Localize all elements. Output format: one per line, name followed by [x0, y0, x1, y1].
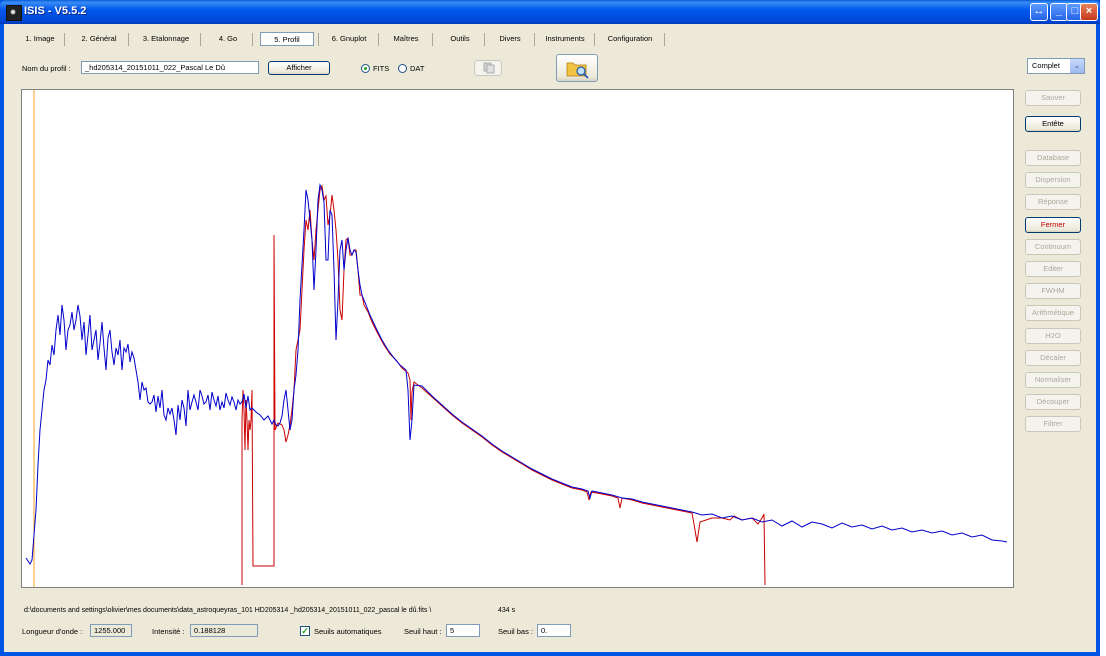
tab-divider [534, 33, 535, 46]
tab-profil[interactable]: 5. Profil [260, 32, 314, 46]
copy-button[interactable] [474, 60, 502, 76]
tab-divider [594, 33, 595, 46]
open-folder-button[interactable] [556, 54, 598, 82]
tab-divers[interactable]: Divers [499, 34, 521, 43]
header-button[interactable]: Entête [1025, 116, 1081, 132]
low-threshold-label: Seuil bas : [498, 627, 534, 636]
dispersion-button[interactable]: Dispersion [1025, 172, 1081, 188]
tab-maitres[interactable]: Maîtres [393, 34, 419, 43]
exposure-time: 434 s [498, 607, 516, 614]
spectrum-plot[interactable] [21, 89, 1014, 588]
profile-name-input[interactable]: _hd205314_20151011_022_Pascal Le Dû [81, 61, 259, 74]
high-threshold-input[interactable]: 5 [446, 624, 480, 637]
chevron-down-icon[interactable]: ⌄ [1070, 59, 1084, 73]
dat-label: DAT [410, 64, 425, 73]
spectrum-blue-line [25, 183, 1008, 565]
auto-threshold-label: Seuils automatiques [314, 627, 382, 636]
tab-divider [664, 33, 665, 46]
tab-divider [484, 33, 485, 46]
fwhm-button[interactable]: FWHM [1025, 283, 1081, 299]
tab-configuration[interactable]: Configuration [607, 34, 653, 43]
mode-select[interactable]: Complet ⌄ [1027, 58, 1085, 74]
dat-radio[interactable] [398, 64, 407, 73]
show-button[interactable]: Afficher [268, 61, 330, 75]
tab-instruments[interactable]: Instruments [545, 34, 585, 43]
resize-icon[interactable]: ↔ [1030, 3, 1048, 21]
h2o-button[interactable]: H2O [1025, 328, 1081, 344]
edit-button[interactable]: Editer [1025, 261, 1081, 277]
tab-go[interactable]: 4. Go [218, 34, 238, 43]
title-bar[interactable]: ISIS - V5.5.2 ↔ _ □ × [0, 0, 1100, 24]
database-button[interactable]: Database [1025, 150, 1081, 166]
arithmetic-button[interactable]: Arithmétique [1025, 305, 1081, 321]
mode-select-value: Complet [1032, 61, 1060, 70]
app-icon [6, 5, 22, 21]
tab-divider [200, 33, 201, 46]
high-threshold-label: Seuil haut : [404, 627, 442, 636]
tab-image[interactable]: 1. Image [25, 34, 55, 43]
low-threshold-input[interactable]: 0. [537, 624, 571, 637]
main-client-area: 1. Image 2. Général 3. Etalonnage 4. Go … [4, 24, 1096, 652]
spectrum-red-line [241, 184, 766, 586]
tab-divider [318, 33, 319, 46]
tab-general[interactable]: 2. Général [81, 34, 117, 43]
close-profile-button[interactable]: Fermer [1025, 217, 1081, 233]
auto-threshold-checkbox[interactable]: ✓ [300, 626, 310, 636]
copy-icon [483, 62, 495, 74]
tab-etalonnage[interactable]: 3. Etalonnage [142, 34, 190, 43]
wavelength-label: Longueur d'onde : [22, 627, 83, 636]
tab-gnuplot[interactable]: 6. Gnuplot [331, 34, 367, 43]
tab-outils[interactable]: Outils [450, 34, 470, 43]
folder-search-icon [566, 62, 589, 79]
save-button[interactable]: Sauver [1025, 90, 1081, 106]
close-button[interactable]: × [1080, 3, 1098, 21]
window-title: ISIS - V5.5.2 [24, 5, 87, 17]
filter-button[interactable]: Filtrer [1025, 416, 1081, 432]
normalize-button[interactable]: Normaliser [1025, 372, 1081, 388]
wavelength-value: 1255.000 [90, 624, 132, 637]
continuum-button[interactable]: Continuum [1025, 239, 1081, 255]
file-path: d:\documents and settings\olivier\mes do… [24, 607, 432, 614]
response-button[interactable]: Réponse [1025, 194, 1081, 210]
intensity-label: Intensité : [152, 627, 185, 636]
tab-divider [252, 33, 253, 46]
fits-radio[interactable] [361, 64, 370, 73]
fits-label: FITS [373, 64, 390, 73]
tab-divider [378, 33, 379, 46]
intensity-value: 0.188128 [190, 624, 258, 637]
tab-divider [432, 33, 433, 46]
spectrum-canvas[interactable] [22, 90, 1013, 587]
tab-divider [64, 33, 65, 46]
tab-divider [128, 33, 129, 46]
crop-button[interactable]: Découper [1025, 394, 1081, 410]
profile-name-label: Nom du profil : [22, 64, 71, 73]
shift-button[interactable]: Décaler [1025, 350, 1081, 366]
